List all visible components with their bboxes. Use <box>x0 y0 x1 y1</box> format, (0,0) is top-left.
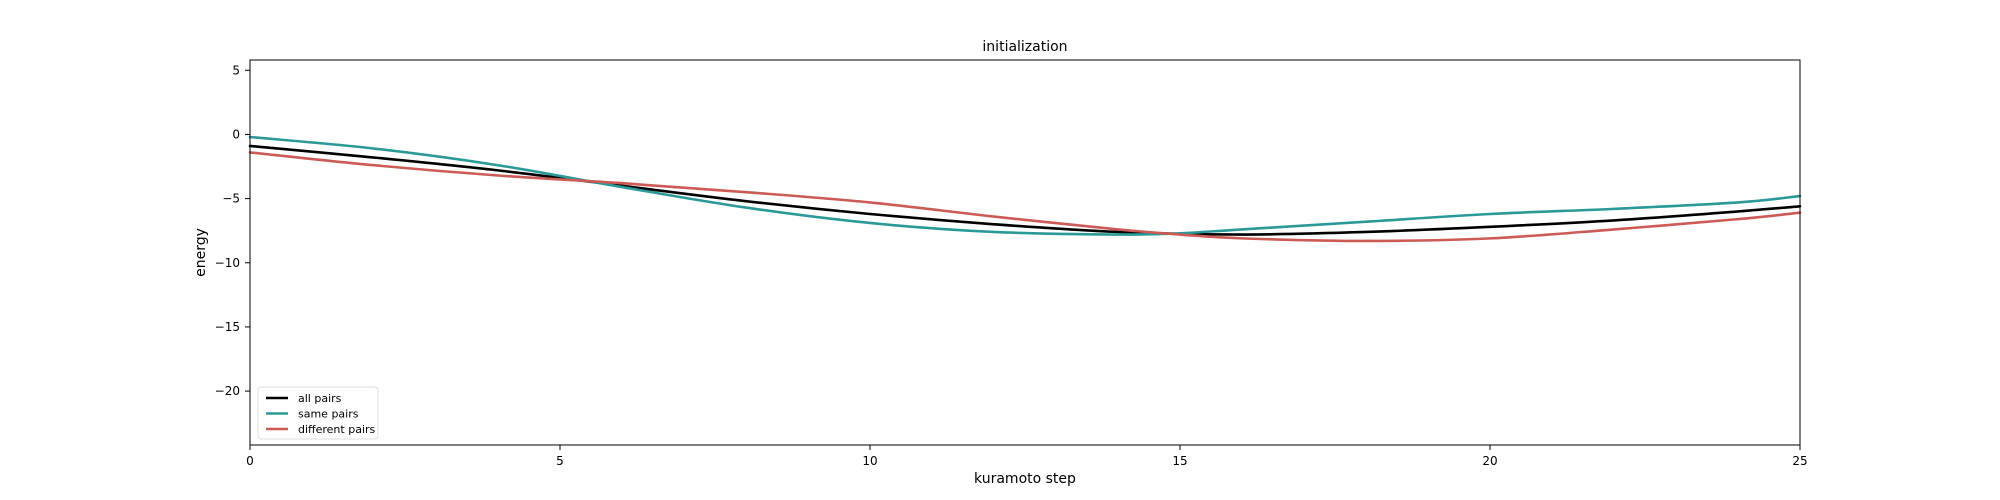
x-tick-label: 5 <box>556 454 564 468</box>
chart-title: initialization <box>982 39 1067 55</box>
series-line-0 <box>248 144 1802 236</box>
plot-frame <box>249 59 1801 446</box>
legend-label: different pairs <box>298 423 376 436</box>
x-axis-label: kuramoto step <box>974 471 1076 487</box>
y-tick-label: −15 <box>215 320 240 334</box>
x-axis: 0 5 10 15 20 25 <box>246 445 1808 468</box>
y-tick-label: 5 <box>232 63 240 77</box>
legend: all pairs same pairs different pairs <box>257 386 379 440</box>
x-tick-label: 25 <box>1792 454 1807 468</box>
x-tick-label: 0 <box>246 454 254 468</box>
legend-box <box>257 386 379 440</box>
y-tick-label: −10 <box>215 256 240 270</box>
y-tick-label: −5 <box>222 192 240 206</box>
x-tick-label: 20 <box>1482 454 1497 468</box>
x-tick-label: 10 <box>862 454 877 468</box>
y-axis: 5 0 −5 −10 −15 −20 <box>215 63 250 398</box>
y-tick-label: −20 <box>215 384 240 398</box>
y-axis-label: energy <box>193 228 209 277</box>
x-tick-label: 15 <box>1172 454 1187 468</box>
plot-area <box>248 135 1802 243</box>
series-line-1 <box>248 135 1802 236</box>
series-line-2 <box>248 151 1802 243</box>
legend-label: same pairs <box>298 408 359 421</box>
legend-label: all pairs <box>298 392 342 405</box>
y-tick-label: 0 <box>232 127 240 141</box>
